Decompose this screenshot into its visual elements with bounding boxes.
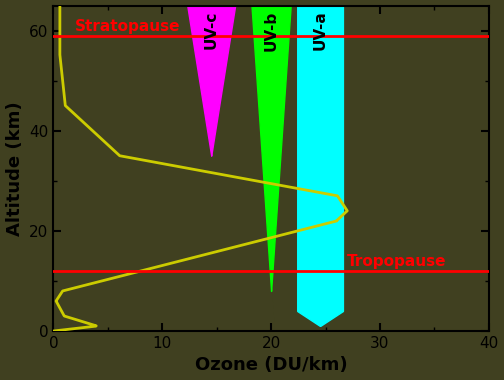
Text: UV-c: UV-c: [204, 11, 219, 49]
Text: Stratopause: Stratopause: [75, 19, 180, 33]
Text: UV-a: UV-a: [312, 11, 328, 50]
Y-axis label: Altitude (km): Altitude (km): [6, 101, 24, 236]
Text: UV-b: UV-b: [264, 11, 279, 51]
X-axis label: Ozone (DU/km): Ozone (DU/km): [195, 356, 347, 374]
Text: Tropopause: Tropopause: [347, 254, 447, 269]
